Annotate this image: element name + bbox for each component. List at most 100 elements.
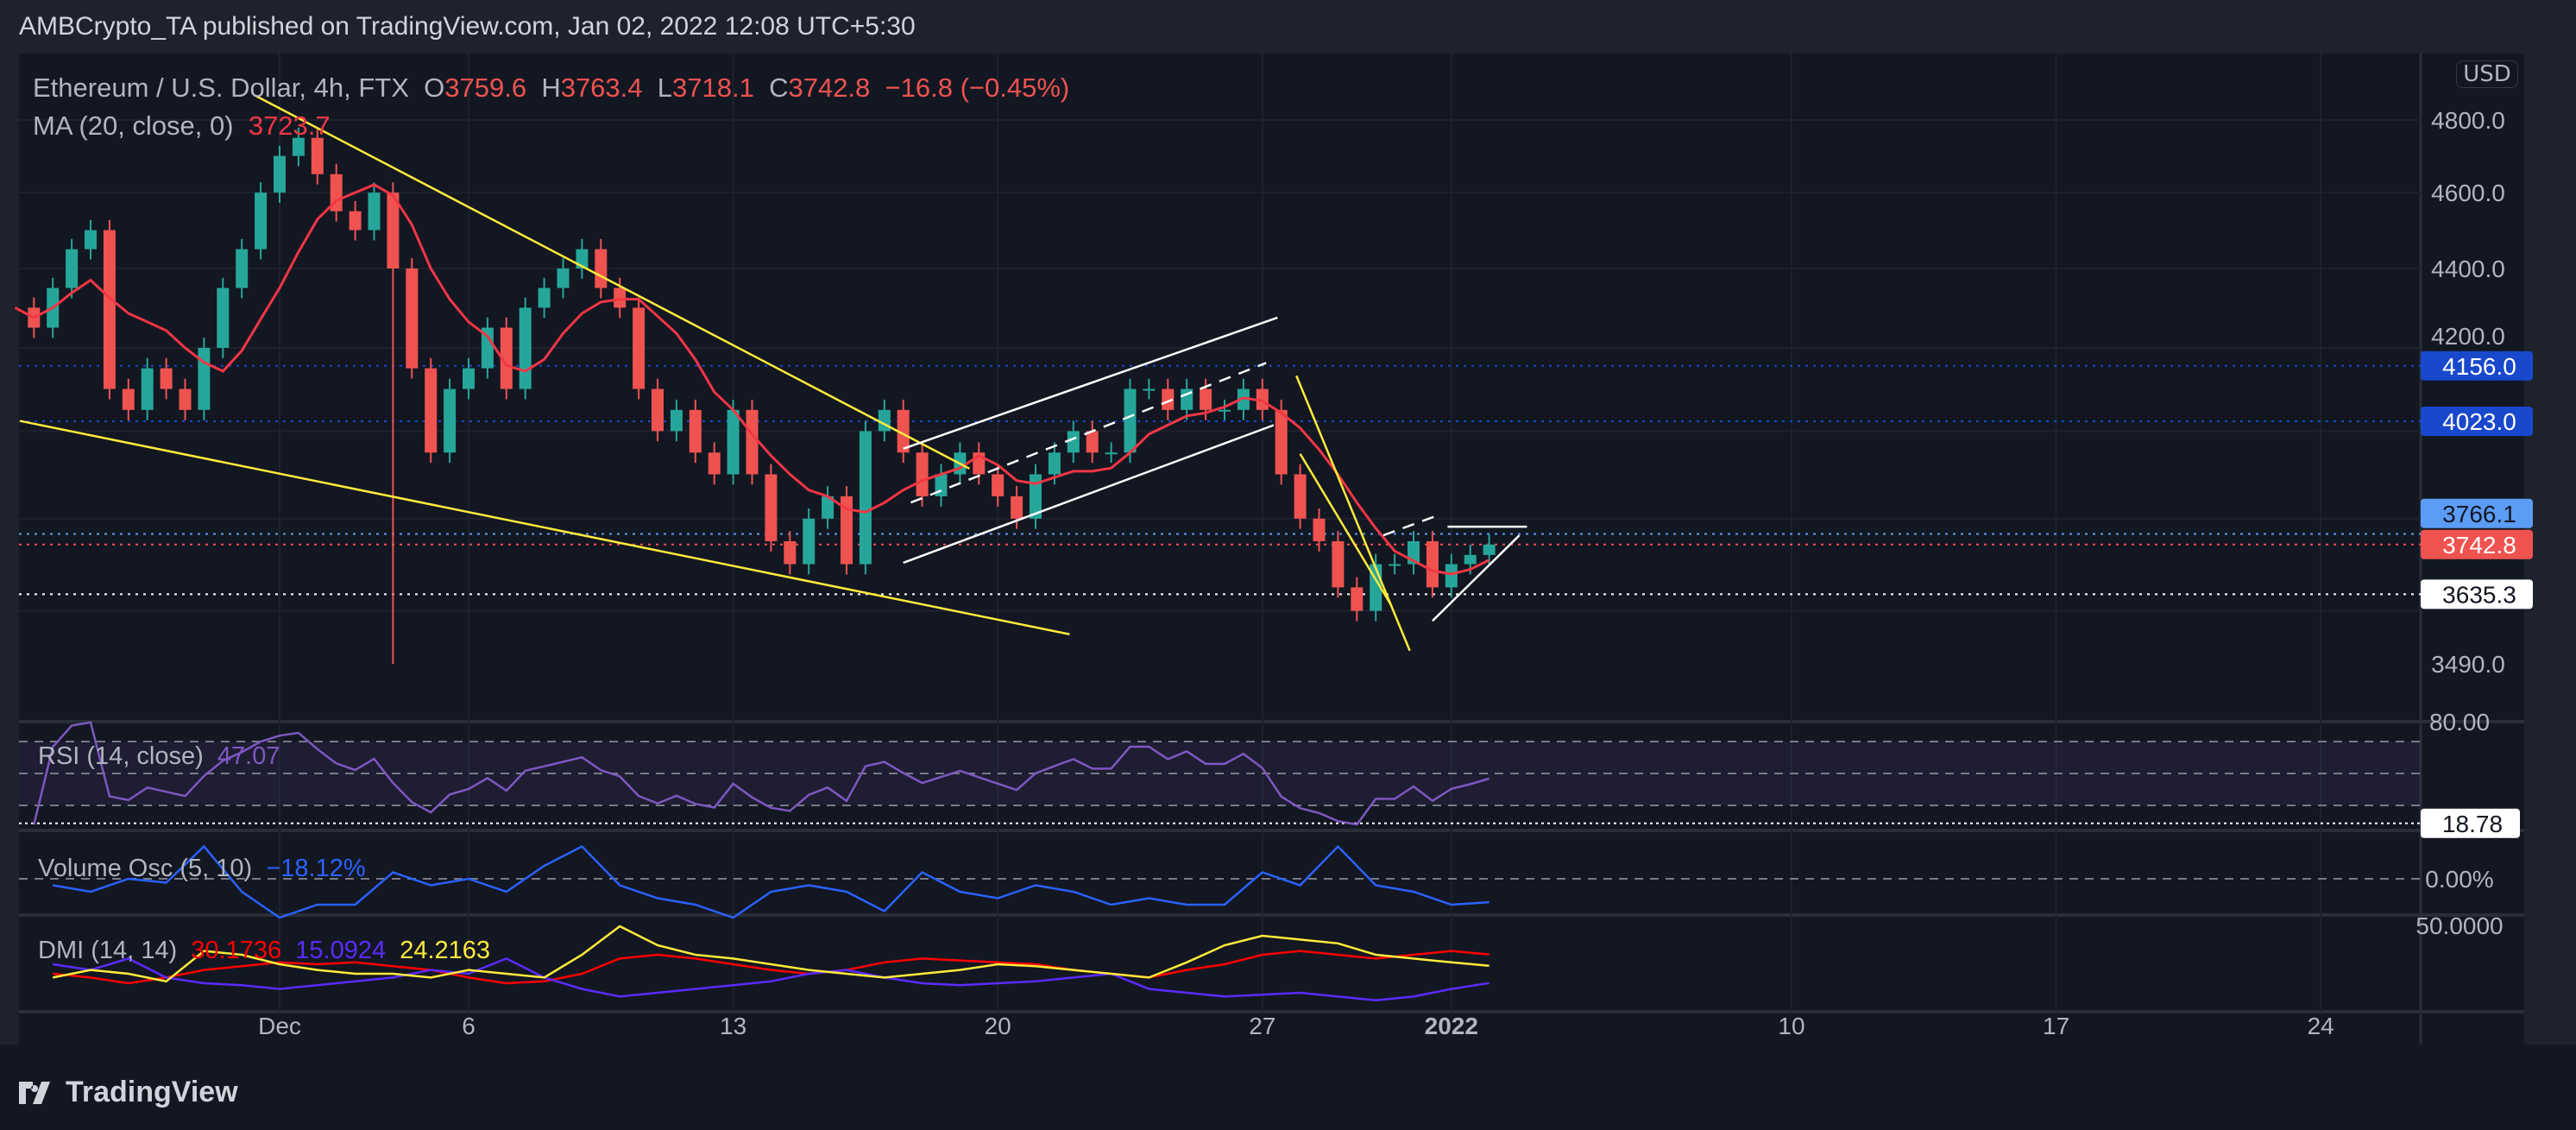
candle-body bbox=[633, 307, 646, 389]
dmi-minus-line bbox=[53, 957, 1490, 1002]
candle-body bbox=[784, 540, 797, 565]
plot-area bbox=[19, 54, 2421, 1012]
low-label: L bbox=[657, 73, 673, 103]
candle-body bbox=[1124, 388, 1137, 453]
tradingview-logo[interactable]: TradingView bbox=[19, 1076, 238, 1109]
price-level-label: 3742.8 bbox=[2442, 532, 2516, 559]
open-value: 3759.6 bbox=[444, 73, 527, 103]
candle-body bbox=[349, 211, 362, 230]
candle-body bbox=[1030, 474, 1042, 519]
channel-upper bbox=[903, 316, 1278, 450]
candle-body bbox=[538, 287, 551, 308]
candle-body bbox=[1256, 388, 1269, 410]
volume-osc-legend[interactable]: Volume Osc (5, 10) −18.12% bbox=[38, 855, 366, 883]
candle-body bbox=[1275, 409, 1288, 475]
candle-body bbox=[746, 409, 759, 475]
candle-body bbox=[614, 287, 627, 308]
candle-body bbox=[1067, 431, 1080, 453]
candle-body bbox=[236, 249, 249, 288]
candle-body bbox=[425, 368, 438, 453]
candle-body bbox=[311, 137, 324, 174]
candle-body bbox=[292, 137, 305, 156]
left-edge bbox=[0, 54, 19, 1045]
price-level-badge bbox=[2421, 407, 2533, 437]
price-level-badge bbox=[2421, 350, 2533, 381]
candle-body bbox=[1483, 544, 1496, 555]
channel-lower bbox=[903, 424, 1275, 565]
wedge-lower bbox=[1299, 453, 1392, 606]
candle-body bbox=[1048, 452, 1061, 475]
candle-body bbox=[141, 368, 154, 410]
candle-body bbox=[841, 496, 853, 565]
close-value: 3742.8 bbox=[788, 73, 871, 103]
dmi-adx-line bbox=[52, 925, 1490, 983]
dmi-minus-value: 15.0924 bbox=[295, 937, 387, 964]
price-tick-label: 4800.0 bbox=[2431, 107, 2505, 134]
candle-body bbox=[500, 327, 513, 389]
tradingview-logo-icon bbox=[19, 1081, 50, 1104]
candle-body bbox=[1219, 409, 1231, 412]
candle-body bbox=[1011, 496, 1023, 519]
candle-body bbox=[878, 409, 891, 432]
candle-body bbox=[66, 249, 79, 288]
x-tick-label: 2022 bbox=[1425, 1013, 1478, 1039]
publish-bar: AMBCrypto_TA published on TradingView.co… bbox=[0, 0, 2576, 54]
chart-legend: Ethereum / U.S. Dollar, 4h, FTX O3759.6 … bbox=[33, 73, 1069, 148]
candle-body bbox=[103, 230, 116, 389]
price-level-label: 4023.0 bbox=[2442, 408, 2516, 435]
price-tick-label: 4400.0 bbox=[2431, 256, 2505, 282]
candle-body bbox=[1351, 587, 1364, 611]
candle-body bbox=[1200, 388, 1212, 410]
dmi-adx-value: 24.2163 bbox=[400, 937, 491, 964]
rsi-marker-badge bbox=[2421, 808, 2520, 838]
candle-body bbox=[1162, 388, 1175, 410]
candle-body bbox=[1445, 564, 1458, 588]
candle-body bbox=[727, 409, 740, 475]
high-label: H bbox=[541, 73, 561, 103]
symbol-title[interactable]: Ethereum / U.S. Dollar, 4h, FTX bbox=[33, 73, 409, 103]
candle-body bbox=[519, 307, 532, 389]
price-tick-label: 3490.0 bbox=[2431, 651, 2505, 678]
price-level-label: 3766.1 bbox=[2442, 501, 2516, 527]
x-tick-label: 24 bbox=[2308, 1013, 2334, 1039]
dmi-plus-line bbox=[53, 950, 1490, 985]
moving-average-line bbox=[14, 183, 1490, 576]
candle-body bbox=[179, 388, 192, 410]
x-tick-label: 17 bbox=[2043, 1013, 2069, 1039]
candle-body bbox=[217, 287, 230, 348]
candle-body bbox=[1332, 540, 1345, 588]
change-value: −16.8 (−0.45%) bbox=[885, 73, 1070, 103]
rsi-legend[interactable]: RSI (14, close) 47.07 bbox=[38, 742, 280, 771]
candle-body bbox=[274, 155, 286, 193]
candle-body bbox=[1313, 518, 1326, 541]
price-level-label: 4156.0 bbox=[2442, 353, 2516, 380]
lower-falling-trendline bbox=[19, 420, 1070, 635]
candle-body bbox=[368, 193, 381, 230]
dmi-legend[interactable]: DMI (14, 14) 30.1736 15.0924 24.2163 bbox=[38, 937, 490, 965]
candle-body bbox=[1389, 564, 1401, 566]
candle-body bbox=[859, 431, 872, 565]
ma-label[interactable]: MA (20, close, 0) bbox=[33, 110, 234, 141]
candle-body bbox=[85, 230, 97, 249]
candle-body bbox=[708, 452, 721, 475]
rsi-value: 47.07 bbox=[217, 742, 280, 770]
candle-body bbox=[1143, 388, 1156, 391]
open-label: O bbox=[424, 73, 445, 103]
brand-name: TradingView bbox=[66, 1076, 238, 1108]
pennant-lower bbox=[1432, 534, 1521, 622]
x-tick-label: 20 bbox=[985, 1013, 1011, 1039]
candle-body bbox=[387, 193, 400, 268]
currency-button[interactable]: USD bbox=[2456, 60, 2518, 88]
candle-body bbox=[1426, 540, 1439, 588]
candle-body bbox=[122, 388, 135, 410]
breakout-line bbox=[1382, 514, 1437, 537]
high-value: 3763.4 bbox=[560, 73, 643, 103]
candle-body bbox=[444, 388, 457, 453]
indicator-tick-label: 50.0000 bbox=[2415, 912, 2503, 939]
price-level-badge bbox=[2421, 498, 2533, 528]
rsi-line bbox=[33, 721, 1490, 826]
candle-body bbox=[463, 368, 475, 389]
candle-body bbox=[652, 388, 664, 432]
candle-body bbox=[992, 474, 1005, 496]
